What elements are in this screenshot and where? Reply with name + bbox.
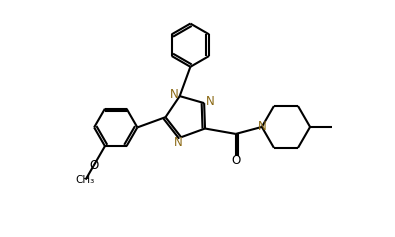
Text: O: O bbox=[89, 160, 98, 173]
Text: N: N bbox=[205, 95, 214, 108]
Text: N: N bbox=[173, 136, 182, 149]
Text: N: N bbox=[258, 120, 267, 132]
Text: O: O bbox=[231, 155, 241, 168]
Text: N: N bbox=[169, 88, 178, 101]
Text: CH₃: CH₃ bbox=[75, 175, 94, 185]
